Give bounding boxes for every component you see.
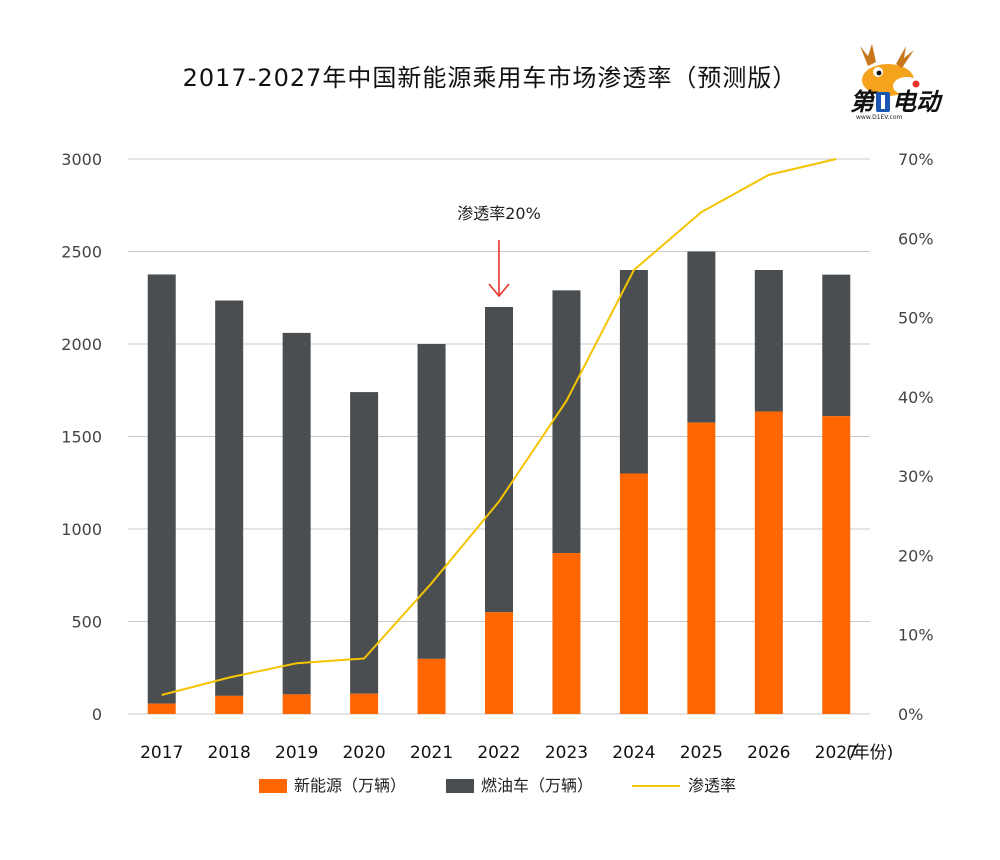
y-tick-label: 500 [71, 613, 102, 632]
legend-label-rate: 渗透率 [688, 776, 736, 795]
logo-one-badge [876, 92, 890, 112]
legend: 新能源（万辆） 燃油车（万辆） 渗透率 [259, 776, 736, 795]
y2-tick-label: 50% [898, 309, 934, 328]
bar-ice [687, 252, 715, 423]
bar-ice [552, 290, 580, 553]
bar-ice [283, 333, 311, 694]
legend-label-nev: 新能源（万辆） [294, 776, 406, 795]
bars [148, 252, 851, 715]
legend-swatch-nev [259, 779, 287, 793]
y2-tick-label: 10% [898, 626, 934, 645]
bar-nev [418, 659, 446, 714]
bar-nev [485, 612, 513, 714]
y-tick-label: 1500 [61, 428, 102, 447]
x-tick-label: 2027 [815, 743, 858, 763]
y2-tick-label: 40% [898, 388, 934, 407]
bar-nev [215, 696, 243, 714]
y2-tick-label: 20% [898, 546, 934, 565]
bar-nev [283, 694, 311, 714]
x-tick-label: 2017 [140, 743, 183, 763]
bar-ice [620, 270, 648, 474]
y-tick-label: 2000 [61, 335, 102, 354]
bar-ice [822, 275, 850, 417]
chart-title: 2017-2027年中国新能源乘用车市场渗透率（预测版） [183, 64, 798, 92]
legend-label-ice: 燃油车（万辆） [481, 776, 593, 795]
y2-tick-label: 70% [898, 150, 934, 169]
x-tick-label: 2018 [208, 743, 251, 763]
bar-nev [148, 704, 176, 714]
bar-ice [215, 301, 243, 696]
y2-axis: 0% 10% 20% 30% 40% 50% 60% 70% [898, 150, 934, 724]
y-axis: 0 500 1000 1500 2000 2500 3000 [61, 150, 102, 724]
x-tick-label: 2026 [747, 743, 790, 763]
y2-tick-label: 60% [898, 229, 934, 248]
x-tick-label: 2021 [410, 743, 453, 763]
x-tick-label: 2025 [680, 743, 723, 763]
bar-ice [755, 270, 783, 412]
annotation-arrow-icon [489, 240, 509, 296]
x-tick-label: 2020 [342, 743, 385, 763]
brand-logo: 第 电动 www.D1EV.com [850, 44, 943, 121]
bar-nev [620, 474, 648, 715]
annotation-text: 渗透率20% [457, 204, 541, 223]
x-tick-label: 2022 [477, 743, 520, 763]
bar-ice [418, 344, 446, 659]
bar-nev [552, 553, 580, 714]
y2-tick-label: 30% [898, 467, 934, 486]
legend-swatch-ice [446, 779, 474, 793]
bar-nev [822, 416, 850, 714]
logo-url: www.D1EV.com [856, 114, 903, 121]
bar-ice [485, 307, 513, 612]
bar-ice [148, 274, 176, 703]
x-tick-label: 2024 [612, 743, 655, 763]
x-tick-label: 2023 [545, 743, 588, 763]
y-tick-label: 0 [92, 705, 102, 724]
y-tick-label: 3000 [61, 150, 102, 169]
bar-nev [755, 412, 783, 714]
logo-text-left: 第 [850, 88, 878, 116]
y-tick-label: 2500 [61, 243, 102, 262]
annotation: 渗透率20% [457, 204, 541, 296]
y-tick-label: 1000 [61, 520, 102, 539]
bar-nev [350, 694, 378, 714]
x-tick-label: 2019 [275, 743, 318, 763]
logo-text-right: 电动 [892, 88, 943, 116]
y2-tick-label: 0% [898, 705, 923, 724]
bar-nev [687, 423, 715, 714]
